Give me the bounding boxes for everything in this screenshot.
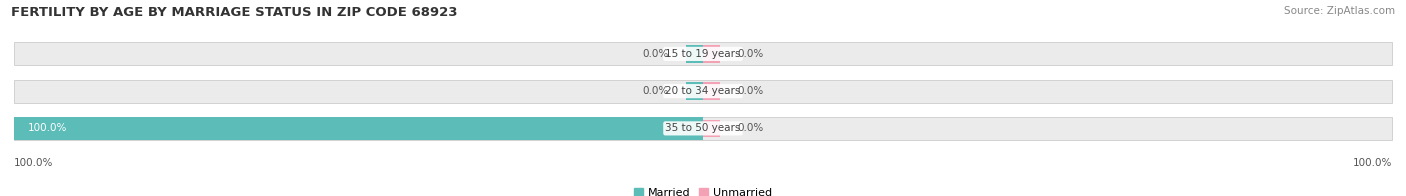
- Text: 100.0%: 100.0%: [14, 158, 53, 168]
- Text: 0.0%: 0.0%: [738, 86, 763, 96]
- Text: 0.0%: 0.0%: [738, 49, 763, 59]
- Legend: Married, Unmarried: Married, Unmarried: [630, 184, 776, 196]
- Bar: [703, 83, 720, 100]
- Bar: [703, 45, 720, 63]
- Text: FERTILITY BY AGE BY MARRIAGE STATUS IN ZIP CODE 68923: FERTILITY BY AGE BY MARRIAGE STATUS IN Z…: [11, 6, 458, 19]
- Text: 0.0%: 0.0%: [643, 49, 669, 59]
- Text: 35 to 50 years: 35 to 50 years: [665, 123, 741, 133]
- Bar: [686, 83, 703, 100]
- Bar: [14, 117, 703, 140]
- Bar: [14, 42, 1392, 65]
- Text: Source: ZipAtlas.com: Source: ZipAtlas.com: [1284, 6, 1395, 16]
- Bar: [14, 80, 1392, 103]
- Text: 100.0%: 100.0%: [28, 123, 67, 133]
- Text: 0.0%: 0.0%: [738, 123, 763, 133]
- Bar: [703, 120, 720, 137]
- Bar: [14, 117, 1392, 140]
- Text: 100.0%: 100.0%: [1353, 158, 1392, 168]
- Text: 15 to 19 years: 15 to 19 years: [665, 49, 741, 59]
- Bar: [686, 45, 703, 63]
- Text: 20 to 34 years: 20 to 34 years: [665, 86, 741, 96]
- Text: 0.0%: 0.0%: [643, 86, 669, 96]
